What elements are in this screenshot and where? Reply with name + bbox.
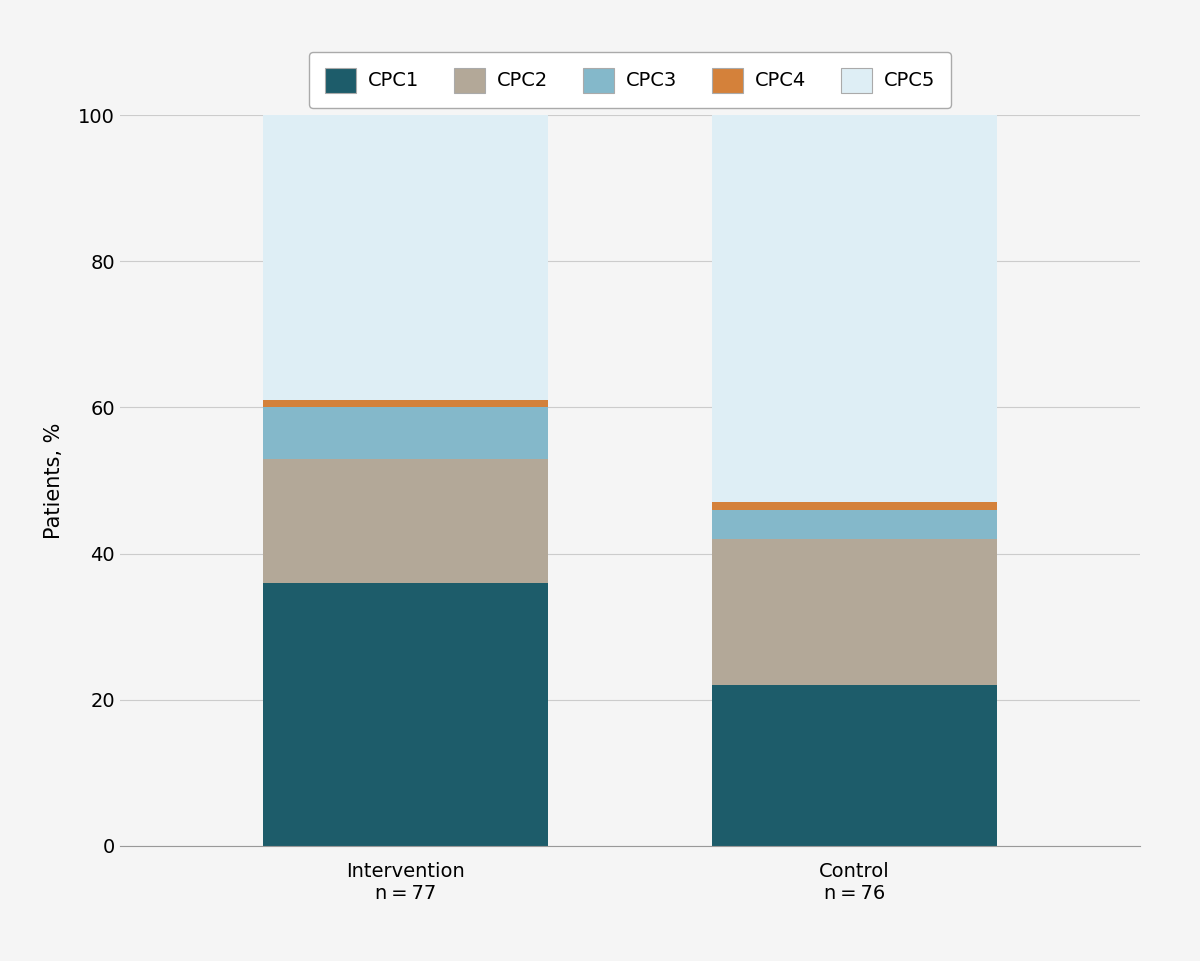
- Bar: [263, 458, 548, 582]
- Bar: [712, 503, 997, 509]
- Bar: [712, 509, 997, 539]
- Legend: CPC1, CPC2, CPC3, CPC4, CPC5: CPC1, CPC2, CPC3, CPC4, CPC5: [310, 52, 950, 108]
- Bar: [263, 115, 548, 400]
- Bar: [263, 407, 548, 458]
- Bar: [712, 115, 997, 503]
- Bar: [712, 685, 997, 846]
- Bar: [263, 400, 548, 407]
- Bar: [263, 582, 548, 846]
- Y-axis label: Patients, %: Patients, %: [44, 422, 65, 539]
- Bar: [712, 539, 997, 685]
